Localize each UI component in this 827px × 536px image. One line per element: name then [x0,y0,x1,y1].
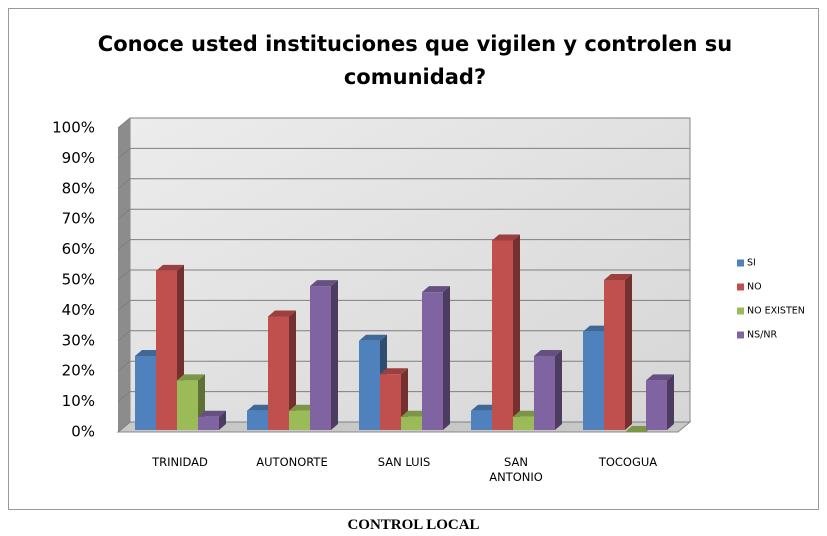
legend-label: SI [747,258,756,269]
bar-front [310,286,331,430]
chart-frame [8,8,819,510]
bar-side [289,310,296,430]
bar-side [443,286,450,430]
y-tick-label: 60% [62,240,95,258]
bar [492,234,520,430]
grid-line [117,208,690,220]
y-tick-label: 10% [62,392,95,410]
bar-top [604,274,632,280]
bar-front [646,380,667,430]
bar-front [289,410,310,430]
y-tick-label: 40% [62,301,95,319]
bar-side [331,280,338,430]
bar-front [359,340,380,430]
bar-front [177,380,198,430]
bar [177,374,205,430]
bar [534,350,562,430]
bar-front [135,356,156,430]
bar-front [268,316,289,430]
bar [198,410,226,430]
bar [380,368,408,430]
caption: CONTROL LOCAL [347,517,480,533]
legend-swatch [737,331,744,339]
bar-top [492,234,520,241]
chart-title: Conoce usted instituciones que vigilen y… [97,32,733,89]
legend-swatch [737,307,744,315]
bar-top [198,410,226,417]
bar-front [604,280,625,430]
bar-top [310,280,338,287]
grid-line [117,178,690,190]
y-tick-label: 30% [62,331,95,349]
y-tick-label: 70% [62,210,95,228]
legend-label: NS/NR [747,330,777,341]
bar-front [534,356,555,430]
grid-line [117,117,690,129]
legend-label: NO [747,282,762,293]
bar-front [513,416,534,430]
bar-front [156,270,177,430]
bar [310,280,338,430]
bar-side [555,350,562,430]
bar [646,374,674,430]
legend-swatch [737,259,744,267]
y-tick-label: 0% [71,423,95,441]
bar-front [401,416,422,430]
y-tick-label: 50% [62,271,95,289]
bar-front [583,331,604,430]
bar [422,286,450,430]
legend-swatch [737,283,744,291]
bar-top [156,264,184,271]
bar-front [422,292,443,430]
x-tick-label: TOCOGUA [598,455,658,469]
bar [268,310,296,430]
bar-top [359,334,387,341]
x-tick-label: SAN LUIS [377,455,431,469]
y-tick-label: 90% [62,149,95,167]
x-tick-label: SAN ANTONIO [489,455,543,484]
bar-side [513,234,520,430]
bar-side [219,410,226,430]
bar-front [380,374,401,430]
bar-front [247,410,268,430]
bar-side [667,374,674,430]
y-tick-label: 100% [52,119,95,137]
bar-front [471,410,492,430]
x-tick-label: TRINIDAD [152,455,208,469]
bar [604,274,632,430]
bar-top [268,310,296,317]
x-tick-label: AUTONORTE [256,455,328,469]
legend-label: NO EXISTEN [747,306,805,317]
bar-top [380,368,408,375]
bar-top [177,374,205,381]
y-tick-label: 20% [62,362,95,380]
bar-top [534,350,562,356]
bar-top [422,286,450,293]
grid-line [117,147,690,159]
bar-side [625,274,632,430]
bar-front [198,416,219,430]
y-tick-label: 80% [62,179,95,197]
bar-front [492,240,513,430]
bar-top [646,374,674,381]
